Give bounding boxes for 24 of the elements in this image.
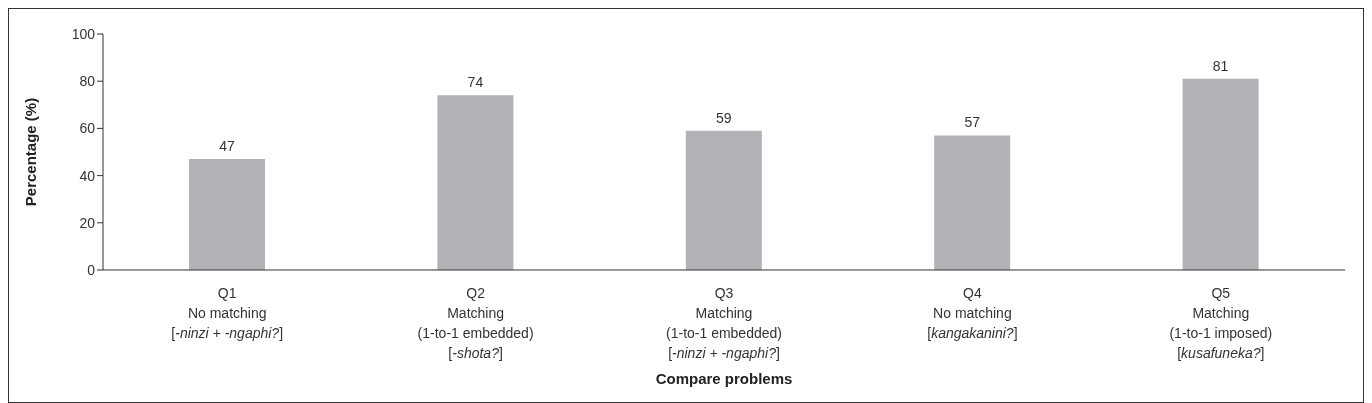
y-tick-label: 40 (79, 167, 96, 184)
bar (685, 130, 762, 270)
data-label: 59 (716, 109, 732, 126)
x-tick-label: Q2 Matching (1-to-1 embedded) [-shota?] (417, 285, 534, 361)
y-tick-label: 100 (71, 25, 96, 42)
y-axis-title: Percentage (%) (22, 97, 40, 207)
data-label: 81 (1212, 57, 1229, 74)
y-tick-label: 0 (87, 261, 96, 278)
x-tick-label: Q3 Matching (1-to-1 embedded) [-ninzi + -ngaphi?] (666, 285, 782, 361)
bar (934, 135, 1011, 270)
bar (189, 159, 265, 270)
data-label: 47 (219, 138, 235, 155)
x-tick-label: Q4 No matching [kangakanini?] (927, 285, 1018, 341)
y-tick-label: 80 (79, 73, 96, 90)
chart-frame: Q1 No matching [-ninzi + -ngaphi?] Q2 Matching (1-to-1 embedded) [-shota?] Q3 Matching (1-to-1 embedded) [-ninzi + -ngaphi?] Q4 No matching [kangakanini?] Q5 Matching (1-to-1 imposed) [kusafuneka?] Compare problems 0 20 40 60 80 100 Percentage (%) 47 74 59 57 81 (8, 8, 1364, 403)
data-label: 74 (467, 74, 484, 91)
y-tick-label: 20 (79, 214, 96, 231)
y-tick-label: 60 (79, 120, 96, 137)
bar (1182, 78, 1259, 270)
data-label: 57 (964, 114, 981, 131)
bar (437, 95, 514, 270)
x-axis-title: Compare problems (655, 370, 793, 387)
x-tick-label: Q1 No matching [-ninzi + -ngaphi?] (171, 285, 284, 341)
x-tick-label: Q5 Matching (1-to-1 imposed) [kusafuneka?] (1169, 285, 1273, 361)
